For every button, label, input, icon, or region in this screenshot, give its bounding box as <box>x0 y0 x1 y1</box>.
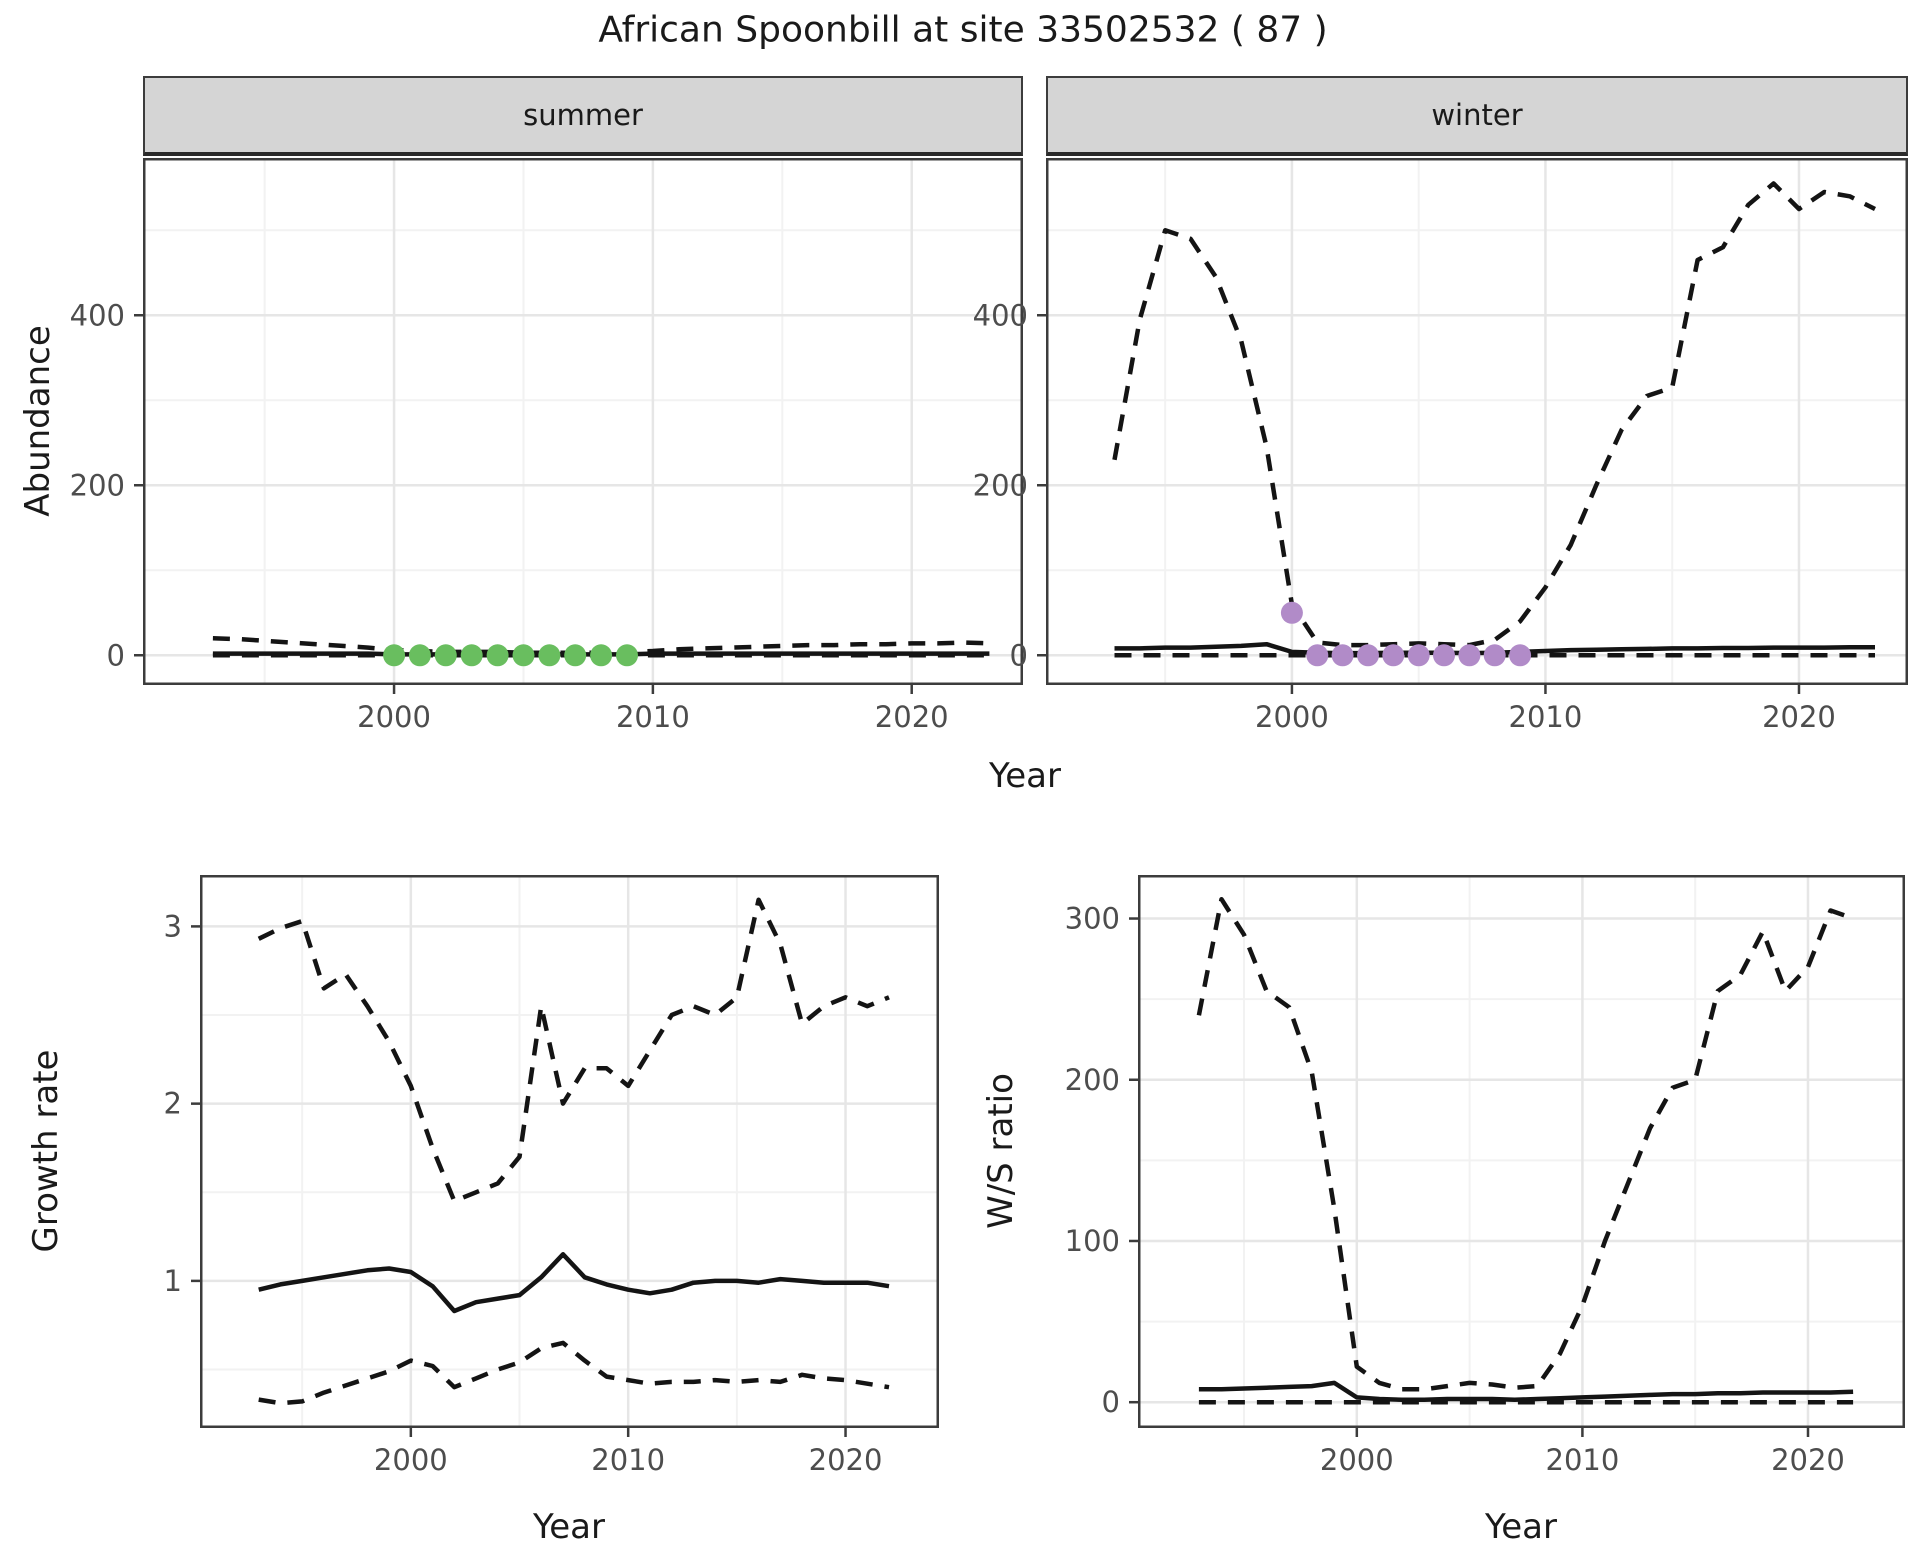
panel-border <box>1138 875 1905 1428</box>
x-tick-label: 2010 <box>1546 1443 1620 1477</box>
panel-background <box>143 158 1023 685</box>
x-axis-label-top: Year <box>989 756 1061 796</box>
data-point <box>1280 601 1303 624</box>
data-point <box>1483 644 1506 667</box>
x-tick-label: 2000 <box>1320 1443 1394 1477</box>
x-tick-label: 2000 <box>357 700 431 734</box>
y-tick-label: 0 <box>107 638 125 672</box>
data-point <box>564 644 587 667</box>
y-tick-label: 2 <box>164 1087 182 1121</box>
data-point <box>1306 644 1329 667</box>
data-point <box>1331 644 1354 667</box>
y-tick-label: 1 <box>164 1264 182 1298</box>
data-point <box>434 644 457 667</box>
data-point <box>383 644 406 667</box>
y-tick-label: 400 <box>973 298 1028 332</box>
y-tick-label: 0 <box>1102 1385 1120 1419</box>
y-tick-label: 200 <box>973 468 1028 502</box>
y-tick-label: 200 <box>70 468 125 502</box>
x-tick-label: 2010 <box>616 700 690 734</box>
y-tick-label: 3 <box>164 909 182 943</box>
growth-rate-panel: 2000 2010 2020 1 2 3 <box>164 875 939 1477</box>
abundance-summer-panel: 2000 2010 2020 0 200 400 <box>70 158 1023 734</box>
x-tick-label: 2000 <box>374 1443 448 1477</box>
panel-background <box>1046 158 1908 685</box>
series-line-upper-ci <box>257 897 890 1204</box>
facet-strip-winter: winter <box>1046 76 1908 156</box>
y-axis-label-abundance: Abundance <box>18 325 58 517</box>
x-tick-label: 2010 <box>591 1443 665 1477</box>
panel-background <box>200 875 939 1428</box>
data-point <box>1433 644 1455 667</box>
data-point <box>538 644 561 667</box>
x-tick-label: 2000 <box>1255 700 1329 734</box>
y-axis-label-growth-rate: Growth rate <box>26 1049 66 1253</box>
data-point <box>1509 644 1532 667</box>
facet-strip-summer: summer <box>143 76 1023 156</box>
y-tick-label: 300 <box>1065 902 1120 936</box>
facet-strip-label: winter <box>1431 98 1523 132</box>
y-axis-label-ws-ratio: W/S ratio <box>981 1073 1021 1229</box>
series-line-lower-ci <box>258 1340 890 1406</box>
panel-border <box>200 875 939 1428</box>
ws-ratio-panel: 2000 2010 2020 0 100 200 300 <box>1065 875 1905 1477</box>
data-point <box>460 644 483 667</box>
plot-title: African Spoonbill at site 33502532 ( 87 … <box>598 9 1328 51</box>
panel-border <box>1046 158 1908 685</box>
x-tick-label: 2020 <box>809 1443 883 1477</box>
panel-background <box>1138 875 1905 1428</box>
series-line-estimate <box>258 1252 890 1314</box>
facet-strip-label: summer <box>523 98 643 132</box>
y-tick-label: 100 <box>1065 1224 1120 1258</box>
data-point <box>590 644 613 667</box>
data-point <box>408 644 431 667</box>
y-tick-label: 200 <box>1065 1063 1120 1097</box>
y-tick-label: 400 <box>70 298 125 332</box>
y-tick-label: 0 <box>1010 638 1028 672</box>
x-axis-label-ws-ratio: Year <box>1485 1507 1557 1547</box>
x-tick-label: 2020 <box>1771 1443 1845 1477</box>
data-point <box>512 644 535 667</box>
abundance-winter-panel: 2000 2010 2020 0 200 400 <box>973 158 1908 734</box>
x-tick-label: 2020 <box>875 700 949 734</box>
series-line-estimate <box>1198 1380 1854 1403</box>
series-line-upper-ci <box>1112 181 1877 648</box>
panel-border <box>143 158 1023 685</box>
x-tick-label: 2010 <box>1509 700 1583 734</box>
x-axis-label-growth-rate: Year <box>533 1507 605 1547</box>
series-line-upper-ci <box>1196 896 1854 1392</box>
data-point <box>1458 644 1481 667</box>
data-point <box>1357 644 1379 667</box>
data-point <box>1382 644 1405 667</box>
x-tick-label: 2020 <box>1762 700 1836 734</box>
data-point <box>1407 644 1430 667</box>
data-point <box>616 644 638 667</box>
data-point <box>486 644 509 667</box>
